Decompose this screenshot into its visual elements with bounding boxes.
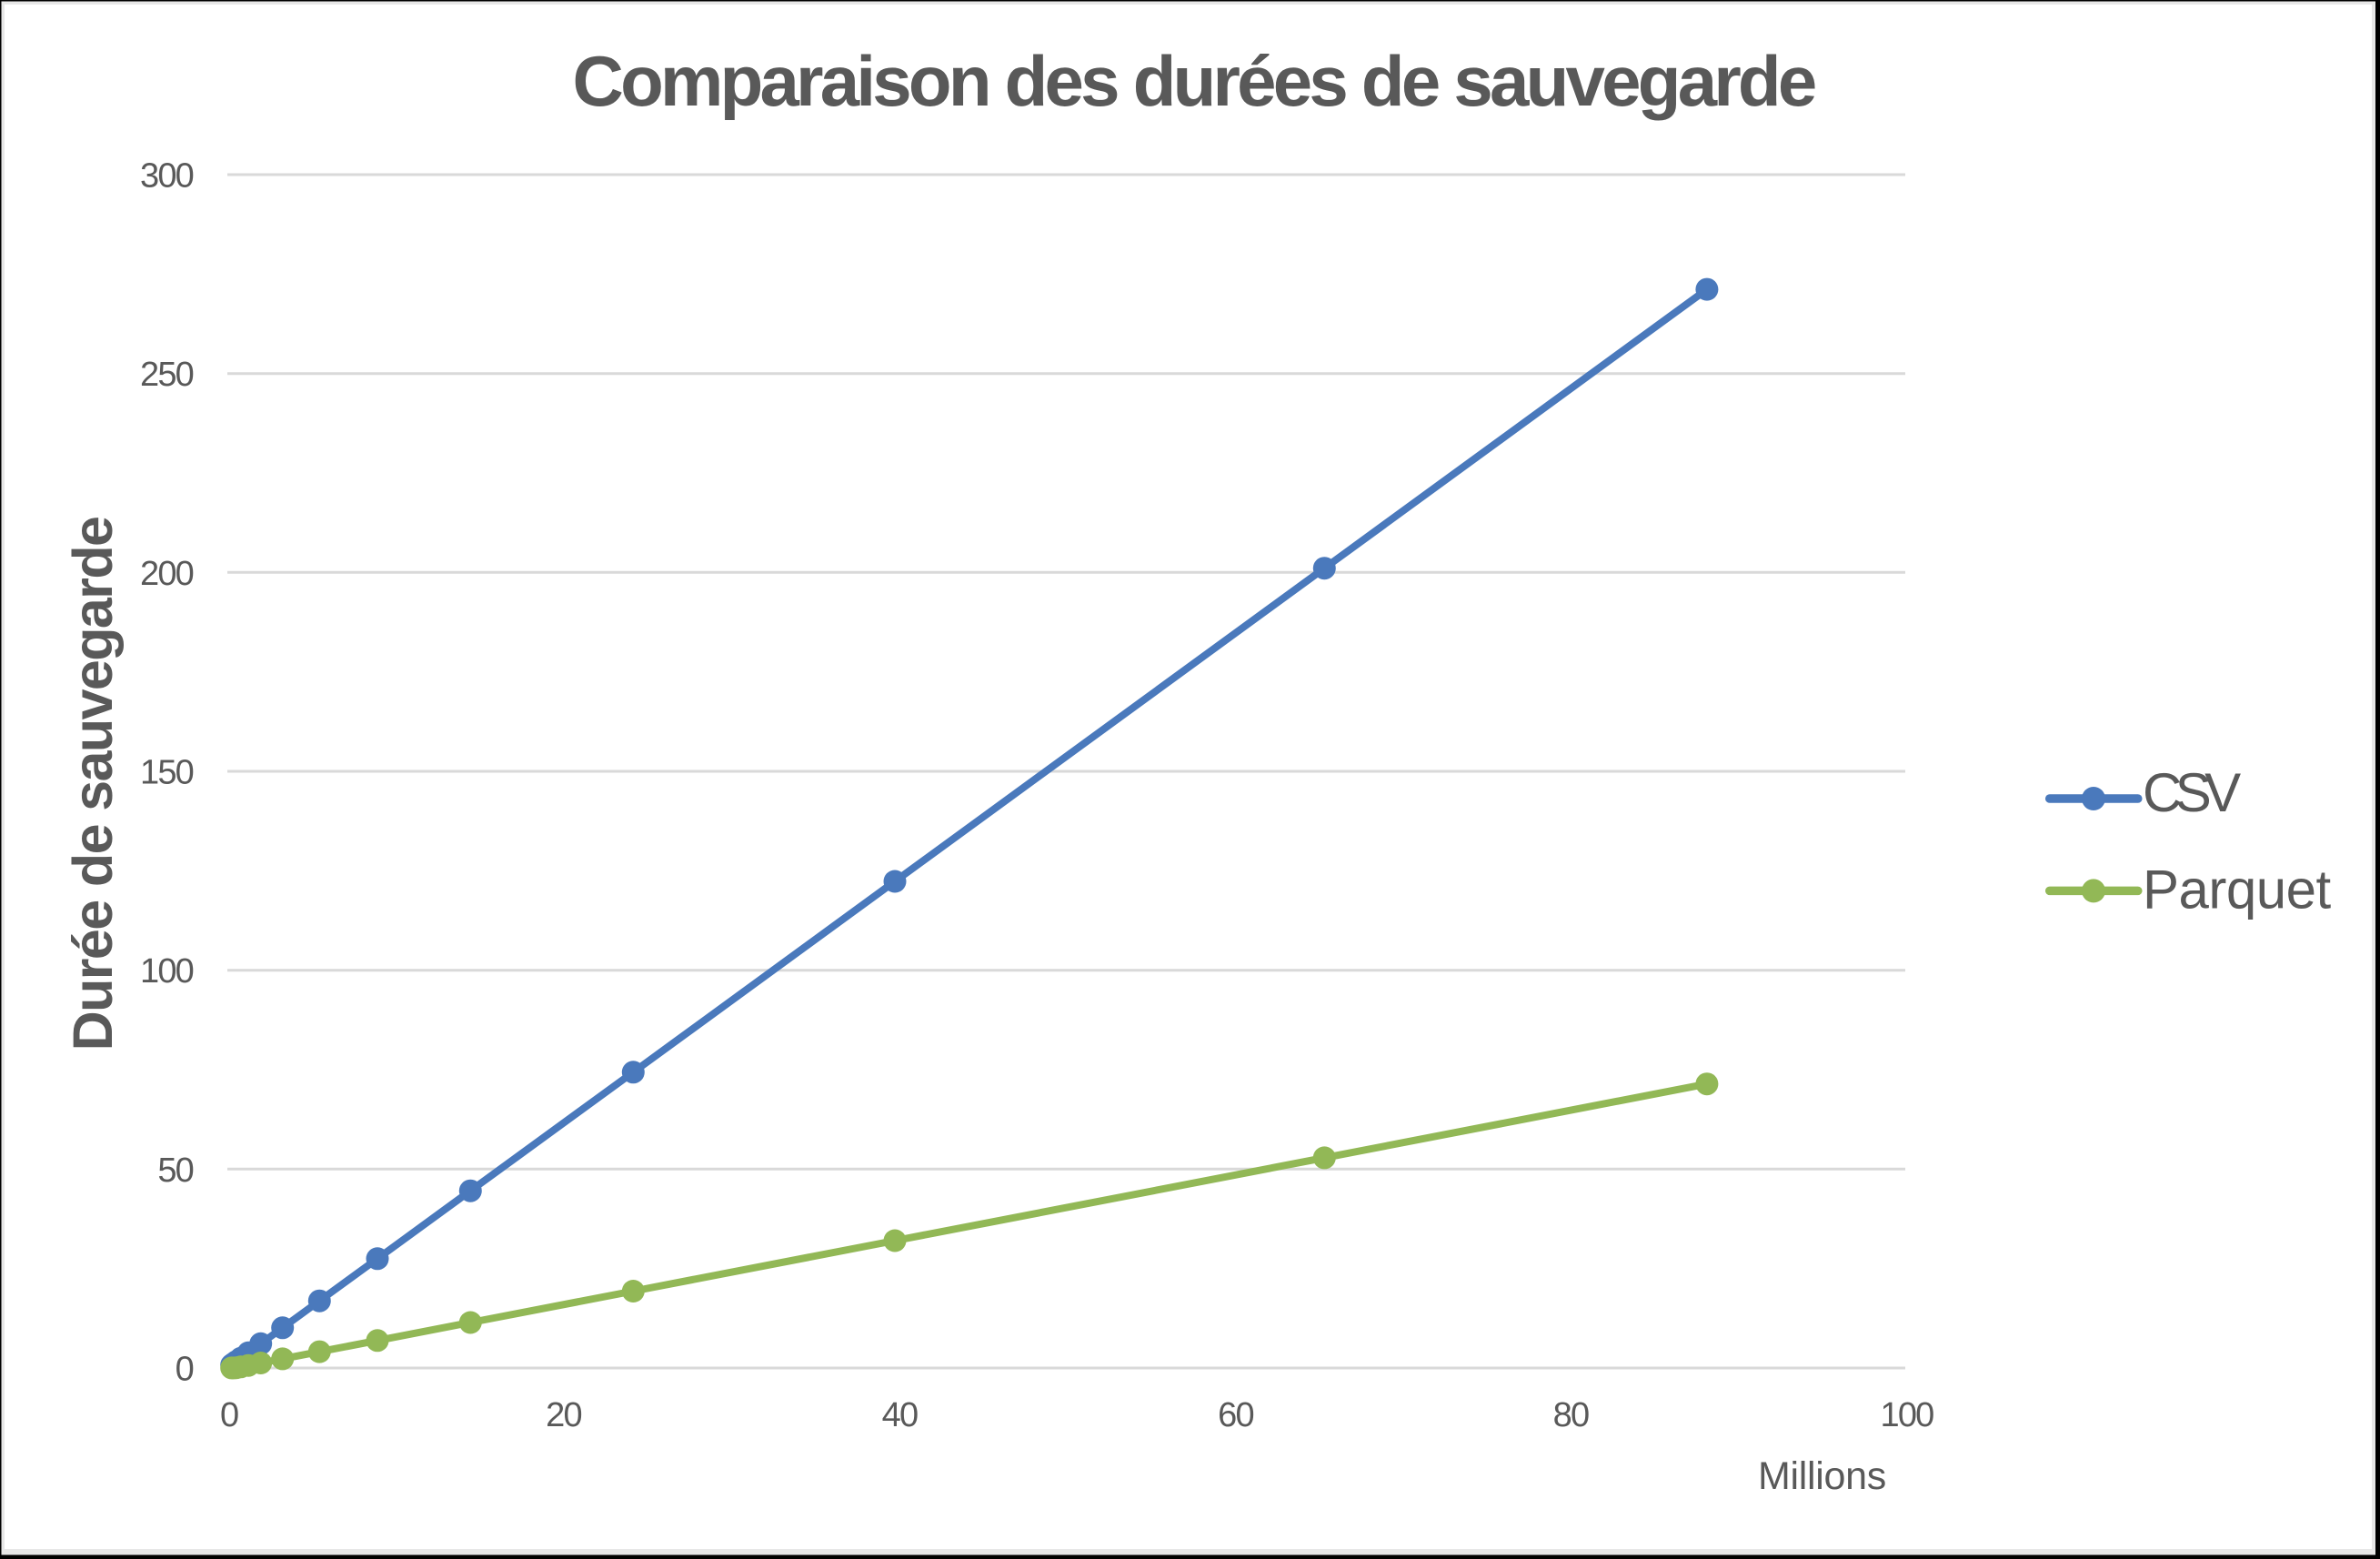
- svg-text:300: 300: [140, 157, 194, 196]
- svg-text:Parquet: Parquet: [2143, 859, 2331, 920]
- svg-text:20: 20: [546, 1396, 581, 1434]
- svg-text:80: 80: [1553, 1396, 1589, 1434]
- svg-text:250: 250: [140, 356, 194, 394]
- svg-text:Comparaison des durées de sauv: Comparaison des durées de sauvegarde: [573, 41, 1815, 121]
- svg-text:150: 150: [140, 754, 194, 792]
- svg-text:200: 200: [140, 555, 194, 593]
- svg-text:Millions: Millions: [1758, 1454, 1886, 1498]
- svg-text:CSV: CSV: [2143, 762, 2241, 823]
- svg-text:100: 100: [1880, 1396, 1933, 1434]
- svg-text:100: 100: [140, 952, 194, 991]
- svg-text:0: 0: [220, 1396, 238, 1434]
- svg-text:40: 40: [882, 1396, 918, 1434]
- svg-text:0: 0: [176, 1351, 194, 1389]
- svg-text:60: 60: [1218, 1396, 1253, 1434]
- svg-text:Durée de sauvegarde: Durée de sauvegarde: [62, 518, 124, 1051]
- svg-text:50: 50: [157, 1152, 193, 1190]
